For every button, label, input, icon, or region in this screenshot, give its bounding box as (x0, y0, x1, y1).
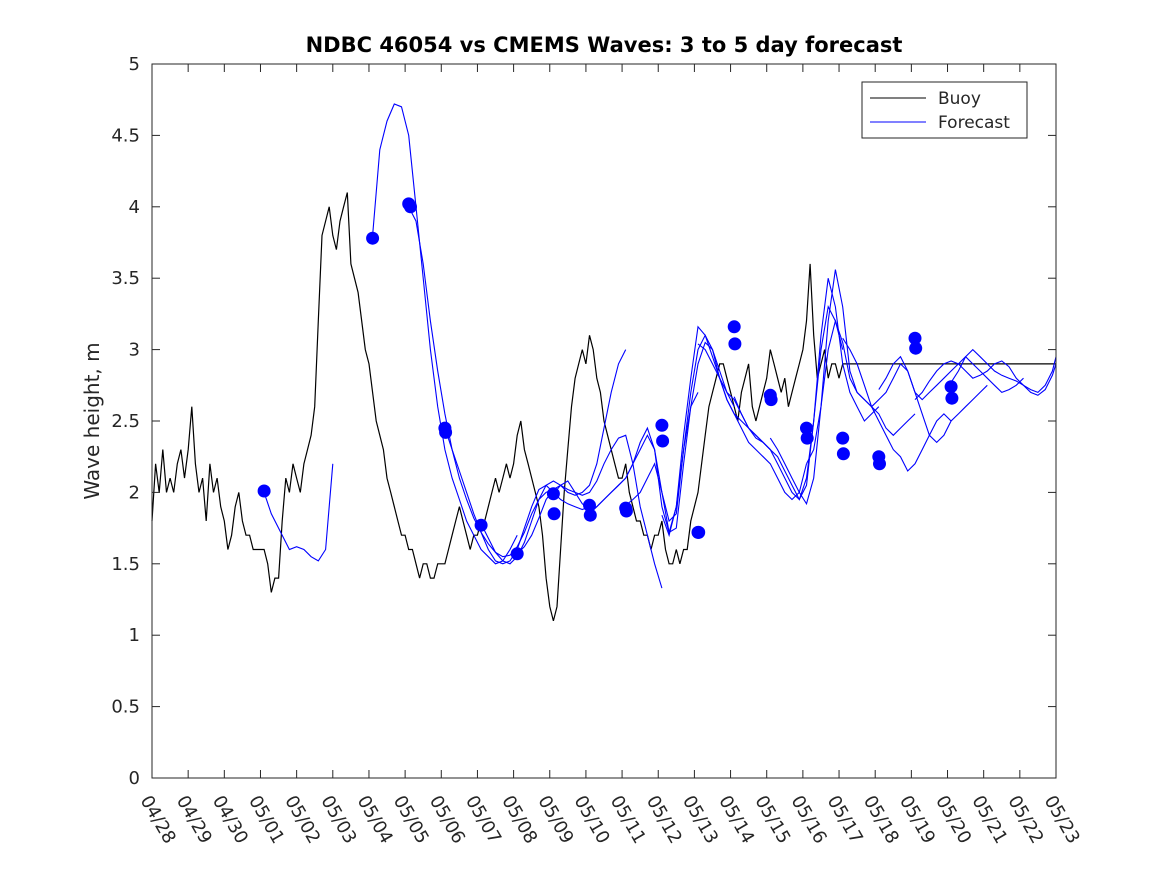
buoy-line (151, 192, 1056, 622)
forecast-marker (873, 457, 886, 471)
x-tick-label: 05/20 (931, 792, 975, 847)
forecast-marker (836, 431, 850, 445)
forecast-marker (944, 380, 958, 394)
forecast-line-0 (263, 463, 334, 562)
legend-forecast-label: Forecast (938, 113, 1010, 133)
legend-buoy-label: Buoy (938, 89, 981, 109)
x-tick-label: 05/09 (533, 792, 577, 847)
forecast-marker (583, 498, 596, 512)
x-tick-label: 05/04 (353, 792, 397, 847)
plot-area (151, 103, 1057, 622)
y-tick-label: 4.5 (111, 125, 140, 146)
forecast-line-2 (408, 206, 554, 558)
forecast-marker (619, 504, 633, 518)
forecast-line-8 (625, 334, 771, 523)
y-tick-label: 2.5 (111, 411, 140, 432)
x-tick-label: 05/10 (570, 792, 614, 847)
x-tick-label: 04/30 (208, 792, 252, 847)
y-tick-label: 2 (129, 482, 140, 503)
forecast-marker (764, 393, 778, 407)
forecast-line-1 (372, 103, 518, 565)
forecast-marker (692, 525, 706, 539)
forecast-marker (945, 391, 959, 405)
forecast-marker (583, 508, 597, 522)
forecast-line-16 (914, 360, 1057, 400)
forecast-marker (439, 425, 453, 439)
x-tick-label: 05/02 (280, 792, 324, 847)
forecast-marker (510, 547, 524, 561)
x-tick-label: 05/11 (606, 792, 650, 847)
forecast-line-12 (769, 269, 916, 506)
x-tick-label: 05/21 (967, 792, 1011, 847)
legend: Buoy Forecast (861, 81, 1028, 139)
forecast-marker (836, 447, 850, 461)
forecast-line-15 (878, 355, 1024, 401)
forecast-line-4 (480, 349, 627, 565)
x-tick-label: 05/07 (461, 792, 505, 847)
forecast-line-9 (661, 325, 808, 538)
y-tick-label: 1.5 (111, 554, 140, 575)
forecast-marker (656, 434, 670, 448)
x-tick-label: 05/06 (425, 792, 469, 847)
forecast-marker (800, 431, 814, 445)
x-tick-label: 05/13 (678, 792, 722, 847)
forecast-marker (404, 200, 417, 214)
x-tick-label: 05/05 (389, 792, 433, 847)
chart-title: NDBC 46054 vs CMEMS Waves: 3 to 5 day fo… (306, 33, 903, 57)
x-tick-label: 05/01 (244, 792, 288, 847)
forecast-marker (909, 341, 923, 355)
forecast-line-17 (950, 348, 1057, 394)
x-tick-label: 05/22 (1003, 792, 1047, 847)
forecast-line-11 (733, 278, 880, 501)
x-tick-label: 05/23 (1040, 792, 1084, 847)
forecast-line-5 (516, 434, 663, 589)
forecast-marker (474, 518, 488, 532)
forecast-marker (547, 507, 561, 521)
forecast-marker (800, 421, 813, 435)
forecast-marker (546, 487, 560, 501)
x-tick-label: 05/14 (714, 792, 758, 847)
x-tick-label: 04/28 (136, 792, 180, 847)
forecast-marker (257, 484, 271, 498)
x-tick-label: 05/17 (823, 792, 867, 847)
marker-layer (257, 197, 959, 561)
y-axis-label: Wave height, m (80, 342, 104, 499)
forecast-marker (655, 418, 669, 432)
y-axis: 0 0.5 1 1.5 2 2.5 3 3.5 4 4.5 5 (111, 54, 1056, 789)
x-tick-label: 05/15 (750, 792, 794, 847)
y-tick-label: 5 (129, 54, 140, 75)
y-tick-label: 0 (129, 768, 140, 789)
y-tick-label: 3 (129, 340, 140, 361)
y-tick-label: 0.5 (111, 697, 140, 718)
y-tick-label: 3.5 (111, 268, 140, 289)
x-tick-label: 04/29 (172, 792, 216, 847)
y-tick-label: 1 (129, 625, 140, 646)
x-tick-label: 05/08 (497, 792, 541, 847)
forecast-marker (908, 331, 922, 345)
x-tick-label: 05/16 (787, 792, 831, 847)
forecast-marker (366, 231, 380, 245)
y-tick-label: 4 (129, 197, 140, 218)
x-tick-label: 05/12 (642, 792, 686, 847)
x-tick-label: 05/18 (859, 792, 903, 847)
x-tick-label: 05/19 (895, 792, 939, 847)
forecast-marker (728, 337, 742, 351)
forecast-line-13 (806, 319, 952, 472)
x-axis: 04/2804/2904/3005/0105/0205/0305/0405/05… (136, 64, 1084, 847)
x-tick-label: 05/03 (316, 792, 360, 847)
legend-box (861, 81, 1028, 139)
forecast-marker (727, 320, 741, 334)
